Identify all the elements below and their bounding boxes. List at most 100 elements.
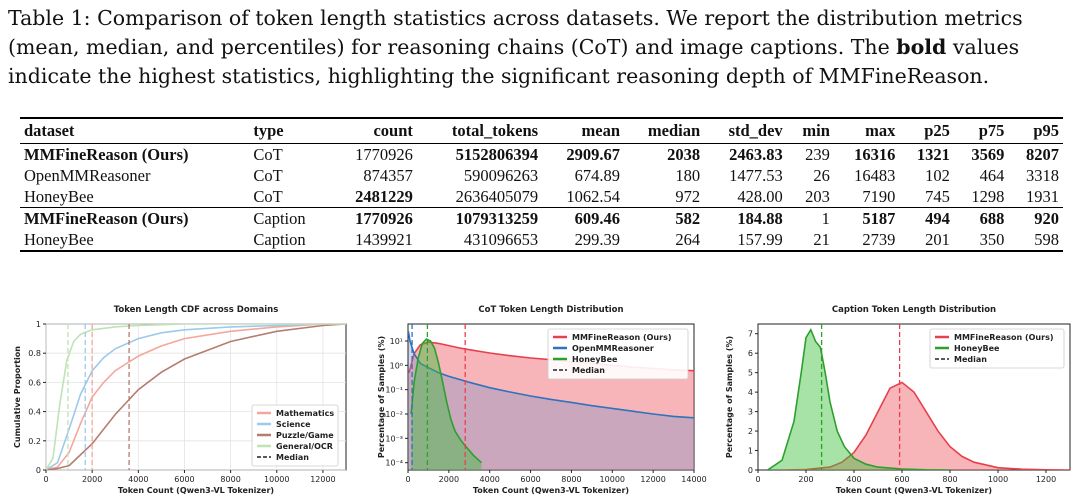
legend: MMFineReason (Ours) OpenMMReasoner HoneyBe… (547, 328, 689, 380)
table-cell: 920 (1008, 207, 1063, 229)
table-cell: 3318 (1026, 165, 1059, 185)
table-cell: 264 (624, 229, 705, 252)
series-line (46, 324, 346, 470)
x-tick-label: 0 (755, 475, 760, 484)
table-cell: CoT (253, 165, 283, 185)
chart-title: Caption Token Length Distribution (832, 305, 996, 315)
series-line (46, 324, 346, 470)
table-row: OpenMMReasoner CoT 874357 590096263 674.89 18… (20, 165, 1063, 186)
x-tick-label: 1000 (988, 475, 1008, 484)
y-tick-label: 0.6 (28, 378, 41, 387)
x-tick-label: 600 (894, 475, 909, 484)
table-cell: 26 (813, 165, 830, 185)
table-cell: 688 (953, 207, 1009, 229)
table-cell: MMFineReason (Ours) (20, 207, 250, 229)
y-axis-label: Percentage of Samples (%) (377, 336, 386, 458)
table-cell: HoneyBee (20, 229, 250, 252)
chart-panel-1: 0 2000 4000 6000 8000 10000 12000 0 0.2 0.4 0.6 0.8… (13, 305, 347, 495)
column-header-max: max (833, 117, 900, 144)
series-area (767, 329, 950, 470)
table-cell: 1931 (1026, 186, 1059, 206)
table-cell: Caption (249, 207, 330, 229)
series-line (410, 338, 483, 464)
table-cell: 3569 (971, 144, 1005, 164)
legend-label: General/OCR (276, 442, 333, 451)
legend-label: Mathematics (276, 409, 334, 418)
column-header-median: median (624, 117, 705, 144)
x-tick-label: 800 (942, 475, 957, 484)
series-group (46, 324, 346, 470)
x-tick-label: 14000 (681, 475, 706, 484)
table-cell: 609.46 (542, 207, 625, 229)
stats-table: dataset type count total_tokens mean median st… (20, 117, 1063, 252)
series-group (767, 324, 1070, 470)
series-line (46, 324, 346, 470)
table-cell: 2909.67 (566, 144, 621, 164)
y-tick-label: 3 (748, 408, 753, 417)
table-cell: 102 (925, 165, 950, 185)
table-cell: 464 (979, 165, 1005, 185)
legend-box (929, 328, 1065, 369)
column-header-total-tokens: total_tokens (416, 117, 543, 144)
column-header-dataset: dataset (20, 117, 250, 144)
series-area (411, 339, 482, 470)
table-cell: 874357 (363, 165, 413, 185)
table-cell: 2481229 (355, 186, 413, 206)
chart-title: CoT Token Length Distribution (478, 305, 623, 315)
legend-label: MMFineReason (Ours) (572, 333, 672, 342)
legend-label: Median (572, 366, 605, 375)
x-tick-label: 400 (846, 475, 861, 484)
y-tick-label: 10⁰ (390, 361, 403, 370)
table-header-row: dataset type count total_tokens mean median st… (20, 117, 1063, 144)
legend-box (251, 404, 339, 467)
table-cell: 1770926 (329, 207, 417, 229)
y-tick-label: 4 (748, 388, 753, 397)
table-cell: 350 (953, 229, 1009, 252)
legend-label: Median (954, 355, 987, 364)
table-cell: 1770926 (355, 144, 413, 164)
table-cell: 201 (899, 229, 954, 252)
table-caption: Table 1: Comparison of token length stat… (8, 4, 1074, 91)
table-cell: CoT (253, 144, 283, 164)
x-tick-label: 2000 (439, 475, 459, 484)
table-cell: 203 (805, 186, 830, 206)
chart-panel-2: 0 2000 4000 6000 8000 10000 12000 14000 10⁻⁴ 10⁻³… (377, 305, 707, 495)
x-tick-label: 8000 (561, 475, 581, 484)
column-header-type: type (249, 117, 330, 144)
series-line (781, 381, 1070, 470)
table-cell: 5152806394 (455, 144, 539, 164)
table-row: HoneyBee CoT 2481229 2636405079 1062.54 972 42… (20, 186, 1063, 208)
table-cell: 239 (805, 144, 830, 164)
x-tick-label: 4000 (128, 475, 148, 484)
table-cell: 7190 (862, 186, 896, 206)
y-tick-label: 10⁻¹ (385, 386, 403, 395)
table-cell: HoneyBee (24, 186, 94, 206)
caption-tail: values indicate the highest statistics, … (8, 35, 1020, 88)
table-cell: 16316 (854, 144, 896, 164)
y-tick-label: 10⁻³ (385, 434, 403, 443)
table-cell: OpenMMReasoner (24, 165, 151, 185)
y-tick-label: 10¹ (390, 337, 403, 346)
y-tick-label: 10⁻⁴ (385, 459, 403, 468)
legend: Mathematics Science Puzzle/Game General/OCR… (251, 404, 339, 467)
y-tick-label: 1 (748, 447, 753, 456)
table-body: MMFineReason (Ours) CoT 1770926 5152806394 2… (20, 144, 1063, 252)
x-tick-label: 2000 (82, 475, 102, 484)
table-row: MMFineReason (Ours) Caption 1770926 1079313… (20, 207, 1063, 229)
table-cell: 2636405079 (455, 186, 539, 206)
table-cell: 5187 (833, 207, 900, 229)
y-tick-label: 1 (36, 320, 41, 329)
x-tick-label: 8000 (220, 475, 240, 484)
chart-title: Token Length CDF across Domains (114, 305, 279, 315)
table-cell: 16483 (854, 165, 896, 185)
table-cell: MMFineReason (Ours) (24, 144, 189, 164)
table-cell: 590096263 (463, 165, 539, 185)
x-tick-label: 10000 (264, 475, 289, 484)
series-line (46, 324, 346, 470)
y-tick-label: 0.8 (28, 349, 41, 358)
legend-box (547, 328, 689, 380)
caption-lead: Table 1: Comparison of token length stat… (8, 6, 1023, 59)
table-cell: 1079313259 (416, 207, 543, 229)
table-cell: 2739 (833, 229, 900, 252)
series-area (782, 382, 1070, 470)
